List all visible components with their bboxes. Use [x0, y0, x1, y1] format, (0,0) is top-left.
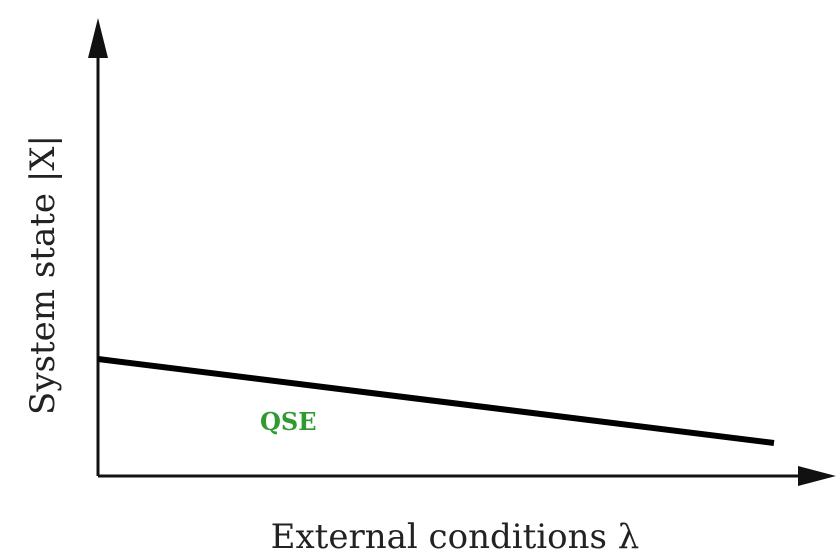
x-axis-arrow-icon — [798, 466, 836, 486]
qse-line — [97, 356, 775, 446]
x-axis-label: External conditions λ — [271, 517, 640, 557]
qse-label: QSE — [260, 407, 317, 436]
y-axis-label: System state |X| — [23, 135, 63, 415]
y-axis-arrow-icon — [88, 18, 108, 58]
